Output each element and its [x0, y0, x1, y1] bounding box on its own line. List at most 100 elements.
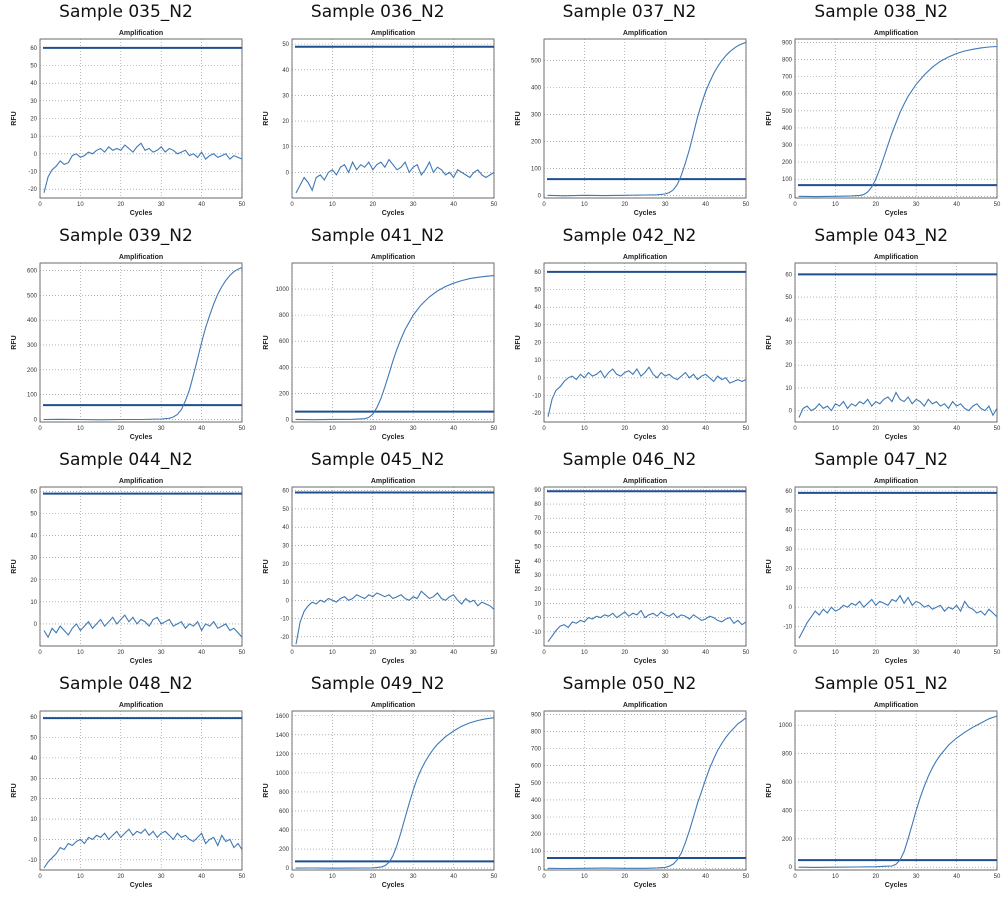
y-tick-label: 20	[282, 562, 289, 568]
y-tick-label: 0	[34, 152, 38, 158]
y-tick-label: 30	[30, 556, 37, 562]
y-tick-label: 10	[30, 600, 37, 606]
x-tick-label: 50	[490, 874, 497, 880]
amplification-chart: Amplification 0 10 20 30 40 50 0 200 400 600 800 100…	[263, 702, 498, 889]
amplification-chart: Amplification 0 10 20 30 40 50 0 200 400 600 800 100…	[263, 254, 498, 441]
chart-panel: Sample 047_N2 Amplification 0 10 20 30 40 50 -10…	[761, 448, 1001, 672]
x-tick-label: 30	[158, 202, 165, 208]
y-tick-label: 200	[530, 832, 541, 838]
chart-title: Amplification	[119, 702, 163, 709]
y-tick-label: 0	[285, 417, 289, 423]
x-tick-label: 30	[913, 426, 920, 432]
y-tick-label: 600	[530, 764, 541, 770]
y-axis-label: RFU	[11, 111, 18, 125]
y-tick-label: 20	[30, 117, 37, 123]
y-axis-label: RFU	[263, 783, 270, 797]
y-tick-label: 200	[782, 160, 793, 166]
x-axis-label: Cycles	[885, 882, 908, 889]
sample-title: Sample 038_N2	[814, 2, 949, 22]
amplification-curve	[295, 590, 495, 645]
amplification-curve	[43, 828, 243, 869]
x-tick-label: 50	[239, 650, 246, 656]
x-tick-label: 50	[742, 874, 749, 880]
amplification-chart: Amplification 0 10 20 30 40 50 -10 0 10 20 30 40 50 60…	[11, 702, 246, 889]
y-tick-label: 10	[282, 145, 289, 151]
chart-panel: Sample 049_N2 Amplification 0 10 20 30 40 50 0 20…	[258, 672, 498, 896]
sample-title: Sample 046_N2	[562, 450, 697, 470]
chart-panel: Sample 043_N2 Amplification 0 10 20 30 40 50 0 10…	[761, 224, 1001, 448]
sample-title: Sample 041_N2	[310, 226, 445, 246]
y-axis-label: RFU	[766, 335, 773, 349]
y-tick-label: -10	[532, 394, 541, 400]
y-tick-label: -20	[28, 187, 37, 193]
x-tick-label: 40	[198, 650, 205, 656]
y-tick-label: 40	[282, 68, 289, 74]
x-axis-label: Cycles	[381, 882, 404, 889]
x-tick-label: 30	[661, 202, 668, 208]
y-tick-label: 0	[789, 865, 793, 871]
y-tick-label: 0	[789, 409, 793, 415]
y-tick-label: -10	[28, 170, 37, 176]
x-tick-label: 0	[290, 202, 294, 208]
amplification-chart: Amplification 0 10 20 30 40 50 0 200 400 600 800 100…	[766, 702, 1001, 889]
y-tick-label: 40	[534, 305, 541, 311]
x-tick-label: 20	[117, 202, 124, 208]
x-axis-label: Cycles	[885, 434, 908, 441]
y-tick-label: 0	[34, 837, 38, 843]
chart-title: Amplification	[371, 478, 415, 485]
chart-title: Amplification	[874, 702, 918, 709]
y-tick-label: 500	[530, 59, 541, 65]
x-tick-label: 20	[369, 874, 376, 880]
x-tick-label: 20	[873, 426, 880, 432]
y-tick-label: 0	[789, 194, 793, 200]
y-tick-label: 400	[279, 365, 290, 371]
y-tick-label: 700	[782, 75, 793, 81]
y-tick-label: 30	[786, 547, 793, 553]
x-tick-label: 30	[158, 426, 165, 432]
x-axis-label: Cycles	[885, 210, 908, 217]
chart-title: Amplification	[622, 702, 666, 709]
amplification-curve	[295, 158, 495, 194]
amplification-curve	[295, 717, 494, 869]
y-tick-label: 200	[782, 837, 793, 843]
y-tick-label: 800	[782, 58, 793, 64]
chart-panel: Sample 035_N2 Amplification 0 10 20 30 40 50 -20…	[6, 0, 246, 224]
chart-title: Amplification	[874, 478, 918, 485]
y-tick-label: 800	[782, 752, 793, 758]
y-tick-label: 10	[534, 601, 541, 607]
y-axis-label: RFU	[766, 111, 773, 125]
x-tick-label: 50	[742, 650, 749, 656]
y-tick-label: 80	[534, 502, 541, 508]
chart-title: Amplification	[371, 254, 415, 261]
x-tick-label: 10	[77, 202, 84, 208]
sample-title: Sample 045_N2	[310, 450, 445, 470]
y-tick-label: 50	[30, 736, 37, 742]
x-axis-label: Cycles	[381, 210, 404, 217]
chart-panel: Sample 038_N2 Amplification 0 10 20 30 40 50 0 10…	[761, 0, 1001, 224]
x-tick-label: 30	[410, 202, 417, 208]
x-tick-label: 0	[38, 874, 42, 880]
amplification-curve	[798, 594, 998, 639]
y-tick-label: 0	[285, 170, 289, 176]
y-tick-label: 60	[282, 489, 289, 495]
chart-title: Amplification	[371, 30, 415, 37]
y-tick-label: 100	[530, 166, 541, 172]
y-tick-label: 700	[530, 747, 541, 753]
x-tick-label: 30	[913, 202, 920, 208]
x-tick-label: 20	[621, 650, 628, 656]
amplification-chart: Amplification 0 10 20 30 40 50 0 10 20 30 40 50 Cycle…	[263, 30, 498, 217]
x-tick-label: 30	[913, 650, 920, 656]
x-tick-label: 0	[38, 426, 42, 432]
y-tick-label: 50	[30, 512, 37, 518]
x-tick-label: 0	[290, 650, 294, 656]
x-axis-label: Cycles	[885, 658, 908, 665]
y-tick-label: 40	[30, 756, 37, 762]
x-tick-label: 50	[490, 426, 497, 432]
x-tick-label: 20	[621, 202, 628, 208]
y-axis-label: RFU	[11, 783, 18, 797]
y-axis-label: RFU	[515, 559, 522, 573]
y-tick-label: 100	[27, 393, 38, 399]
x-tick-label: 40	[450, 650, 457, 656]
y-tick-label: 20	[30, 797, 37, 803]
